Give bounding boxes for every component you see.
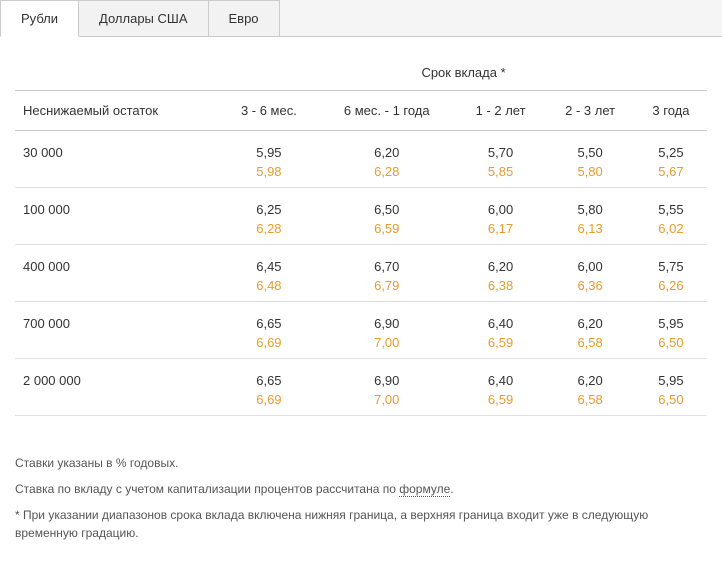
rate-effective: 6,28 [318, 162, 456, 188]
note-2-pre: Ставка по вкладу с учетом капитализации … [15, 482, 399, 496]
row-header: Неснижаемый остаток [15, 91, 220, 131]
rate-base: 6,70 [318, 245, 456, 277]
note-2: Ставка по вкладу с учетом капитализации … [15, 480, 707, 498]
rate-effective: 7,00 [318, 333, 456, 359]
rate-effective: 6,59 [456, 333, 546, 359]
rate-effective: 6,50 [635, 390, 707, 416]
row-label: 700 000 [15, 302, 220, 334]
rate-effective: 6,17 [456, 219, 546, 245]
rate-effective: 7,00 [318, 390, 456, 416]
rate-base: 6,25 [220, 188, 318, 220]
table-row: 2 000 0006,656,906,406,205,95 [15, 359, 707, 391]
rate-base: 5,95 [635, 302, 707, 334]
note-3: * При указании диапазонов срока вклада в… [15, 506, 707, 542]
rate-effective: 5,98 [220, 162, 318, 188]
rate-base: 6,00 [456, 188, 546, 220]
col-0: 3 - 6 мес. [220, 91, 318, 131]
rate-effective: 6,48 [220, 276, 318, 302]
rate-base: 5,70 [456, 131, 546, 163]
table-row: 6,486,796,386,366,26 [15, 276, 707, 302]
rate-base: 6,20 [456, 245, 546, 277]
currency-tabs: Рубли Доллары США Евро [0, 0, 722, 37]
rate-effective: 5,80 [545, 162, 635, 188]
rate-base: 5,55 [635, 188, 707, 220]
rates-table: Срок вклада * Неснижаемый остаток 3 - 6 … [15, 57, 707, 416]
formula-link[interactable]: формуле [399, 482, 450, 497]
row-label-empty [15, 390, 220, 416]
rate-base: 6,20 [545, 359, 635, 391]
rate-effective: 6,58 [545, 390, 635, 416]
row-label: 400 000 [15, 245, 220, 277]
rate-base: 6,65 [220, 359, 318, 391]
rate-effective: 5,85 [456, 162, 546, 188]
col-3: 2 - 3 лет [545, 91, 635, 131]
col-4: 3 года [635, 91, 707, 131]
table-row: 100 0006,256,506,005,805,55 [15, 188, 707, 220]
row-label-empty [15, 162, 220, 188]
rate-base: 6,20 [318, 131, 456, 163]
rate-effective: 6,58 [545, 333, 635, 359]
note-2-post: . [450, 482, 453, 496]
table-row: 5,986,285,855,805,67 [15, 162, 707, 188]
row-label-empty [15, 333, 220, 359]
rate-base: 6,00 [545, 245, 635, 277]
rate-base: 5,75 [635, 245, 707, 277]
rate-effective: 6,69 [220, 390, 318, 416]
rate-base: 6,50 [318, 188, 456, 220]
rate-effective: 6,59 [456, 390, 546, 416]
row-label-empty [15, 276, 220, 302]
rate-base: 6,40 [456, 359, 546, 391]
table-row: 6,697,006,596,586,50 [15, 390, 707, 416]
rate-base: 6,65 [220, 302, 318, 334]
tab-euro[interactable]: Евро [208, 0, 280, 36]
table-row: 6,697,006,596,586,50 [15, 333, 707, 359]
table-row: 400 0006,456,706,206,005,75 [15, 245, 707, 277]
rate-base: 5,95 [220, 131, 318, 163]
rate-base: 6,90 [318, 302, 456, 334]
row-label: 100 000 [15, 188, 220, 220]
row-label: 2 000 000 [15, 359, 220, 391]
rate-effective: 6,69 [220, 333, 318, 359]
rate-effective: 6,13 [545, 219, 635, 245]
note-1: Ставки указаны в % годовых. [15, 454, 707, 472]
rates-tbody: 30 0005,956,205,705,505,255,986,285,855,… [15, 131, 707, 416]
rate-effective: 6,36 [545, 276, 635, 302]
tab-rubles[interactable]: Рубли [0, 0, 79, 37]
term-group-header: Срок вклада * [220, 57, 707, 91]
rate-effective: 6,02 [635, 219, 707, 245]
rate-base: 5,95 [635, 359, 707, 391]
row-label-empty [15, 219, 220, 245]
rate-base: 5,50 [545, 131, 635, 163]
rate-effective: 6,79 [318, 276, 456, 302]
rate-effective: 6,38 [456, 276, 546, 302]
rate-base: 5,80 [545, 188, 635, 220]
row-label: 30 000 [15, 131, 220, 163]
table-row: 700 0006,656,906,406,205,95 [15, 302, 707, 334]
rate-base: 6,90 [318, 359, 456, 391]
col-1: 6 мес. - 1 года [318, 91, 456, 131]
table-row: 6,286,596,176,136,02 [15, 219, 707, 245]
rate-effective: 6,26 [635, 276, 707, 302]
rate-base: 5,25 [635, 131, 707, 163]
rate-effective: 5,67 [635, 162, 707, 188]
rate-base: 6,45 [220, 245, 318, 277]
table-row: 30 0005,956,205,705,505,25 [15, 131, 707, 163]
rate-effective: 6,59 [318, 219, 456, 245]
rate-effective: 6,50 [635, 333, 707, 359]
notes: Ставки указаны в % годовых. Ставка по вк… [0, 431, 722, 565]
rate-effective: 6,28 [220, 219, 318, 245]
rate-base: 6,40 [456, 302, 546, 334]
tab-usd[interactable]: Доллары США [78, 0, 208, 36]
rate-base: 6,20 [545, 302, 635, 334]
rates-content: Срок вклада * Неснижаемый остаток 3 - 6 … [0, 37, 722, 431]
col-2: 1 - 2 лет [456, 91, 546, 131]
